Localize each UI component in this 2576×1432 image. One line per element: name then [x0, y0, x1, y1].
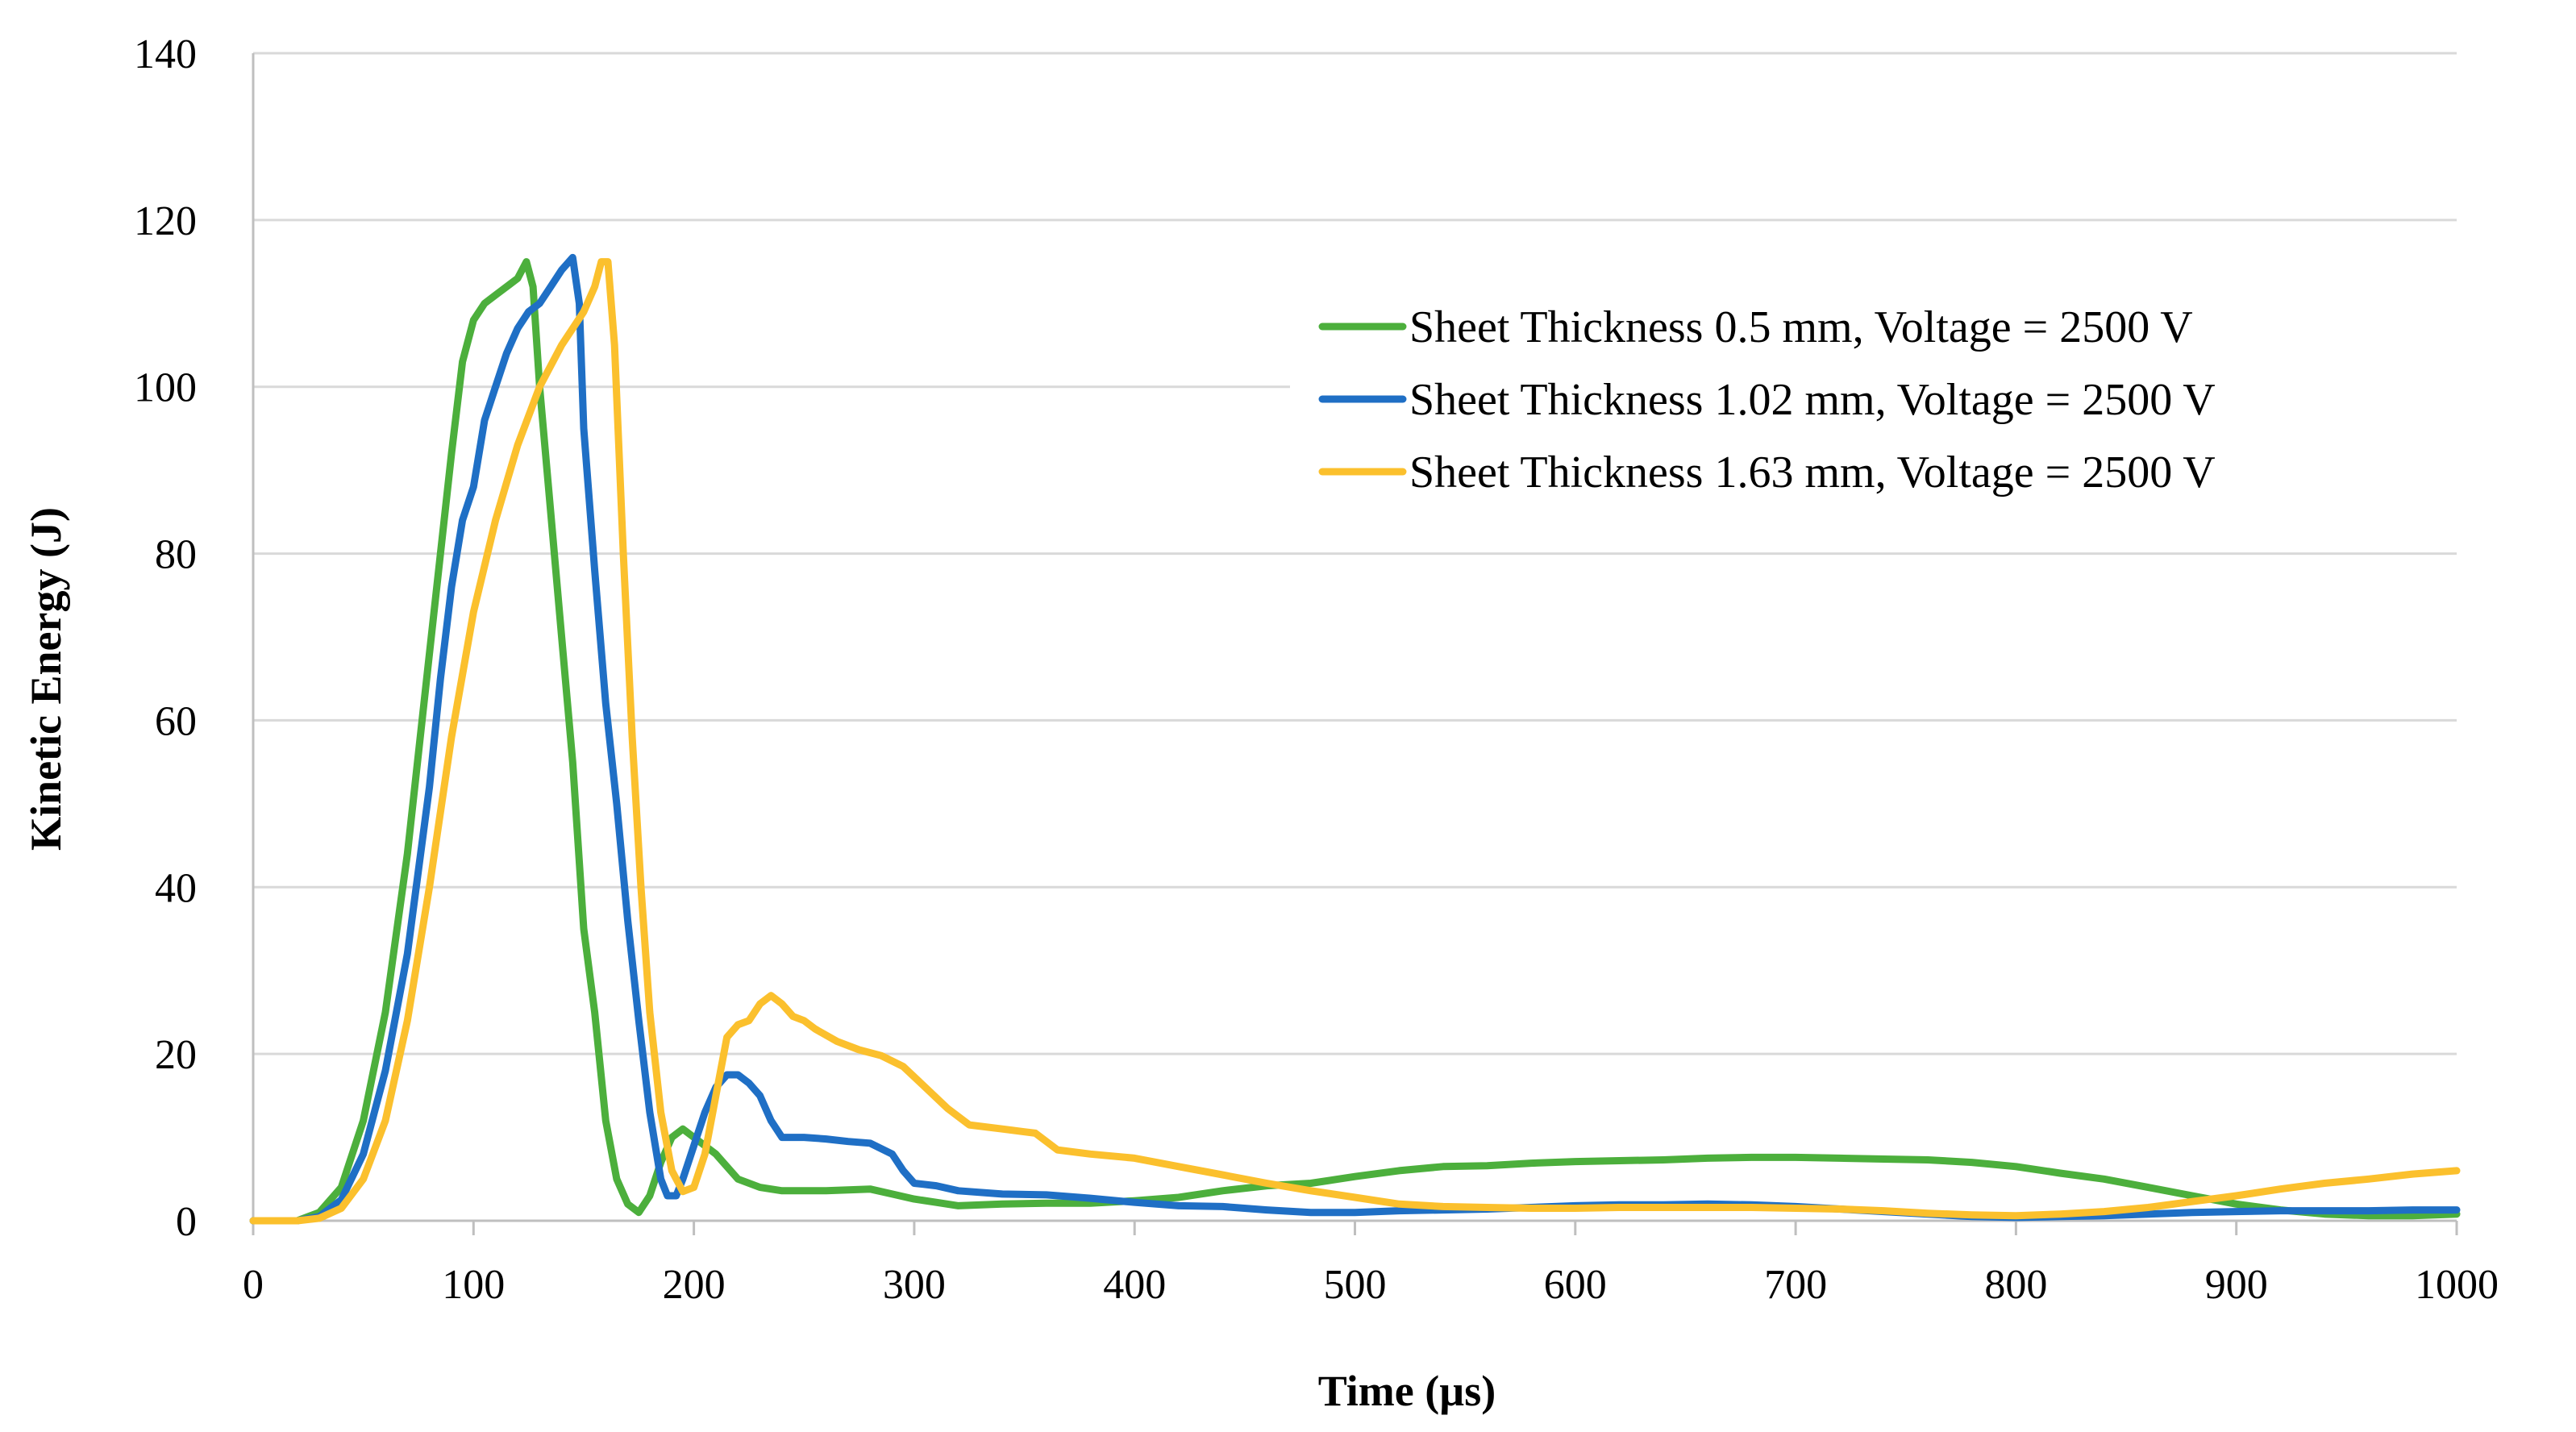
y-tick-label: 60 [155, 698, 197, 744]
legend-label-3: Sheet Thickness 1.63 mm, Voltage = 2500 … [1409, 448, 2216, 497]
x-tick-label: 100 [442, 1262, 505, 1308]
y-tick-label: 120 [134, 198, 197, 244]
y-axis-title: Kinetic Energy (J) [22, 507, 70, 851]
axes: 0 20 40 60 80 100 120 140 0 100 200 300 400 500 600 700… [134, 31, 2499, 1308]
y-tick-label: 100 [134, 365, 197, 411]
y-tick-label: 0 [176, 1199, 197, 1245]
series-line-1 [249, 258, 2461, 1225]
y-tick-label: 80 [155, 532, 197, 578]
x-tick-label: 200 [663, 1262, 726, 1308]
x-tick-label: 400 [1103, 1262, 1166, 1308]
legend: Sheet Thickness 0.5 mm, Voltage = 2500 V… [1290, 286, 2548, 520]
x-tick-label: 800 [1984, 1262, 2047, 1308]
series-line-3 [249, 258, 2461, 1225]
legend-label-1: Sheet Thickness 0.5 mm, Voltage = 2500 V [1409, 302, 2193, 352]
x-tick-label: 500 [1324, 1262, 1387, 1308]
y-tick-label: 140 [134, 31, 197, 77]
y-tick-label: 20 [155, 1032, 197, 1078]
x-tick-label: 900 [2205, 1262, 2268, 1308]
x-tick-label: 0 [243, 1262, 264, 1308]
x-tick-label: 300 [883, 1262, 946, 1308]
series-lines [249, 253, 2461, 1225]
x-tick-label: 600 [1544, 1262, 1607, 1308]
legend-background [1290, 286, 2548, 520]
legend-label-2: Sheet Thickness 1.02 mm, Voltage = 2500 … [1409, 375, 2216, 425]
x-tick-label: 1000 [2415, 1262, 2499, 1308]
y-tick-label: 40 [155, 865, 197, 911]
x-tick-label: 700 [1764, 1262, 1827, 1308]
x-axis-title: Time (µs) [1318, 1367, 1496, 1415]
